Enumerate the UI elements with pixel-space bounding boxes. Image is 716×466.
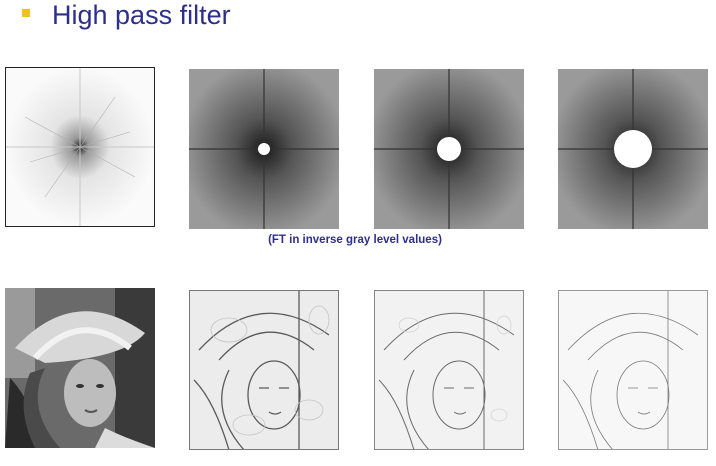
bullet-icon [22, 9, 30, 17]
ft-spectrum-original [5, 67, 155, 227]
filtered-image-small-cutoff [189, 290, 339, 450]
ft-spectrum-small-cutoff [189, 69, 339, 229]
filtered-image-large-cutoff [558, 290, 708, 450]
filtered-image-medium-cutoff [374, 290, 524, 450]
spectrum-caption: (FT in inverse gray level values) [268, 234, 442, 246]
ft-spectrum-medium-cutoff [374, 69, 524, 229]
original-image [5, 288, 155, 448]
slide-title: High pass filter [52, 0, 231, 30]
ft-spectrum-large-cutoff [558, 69, 708, 229]
